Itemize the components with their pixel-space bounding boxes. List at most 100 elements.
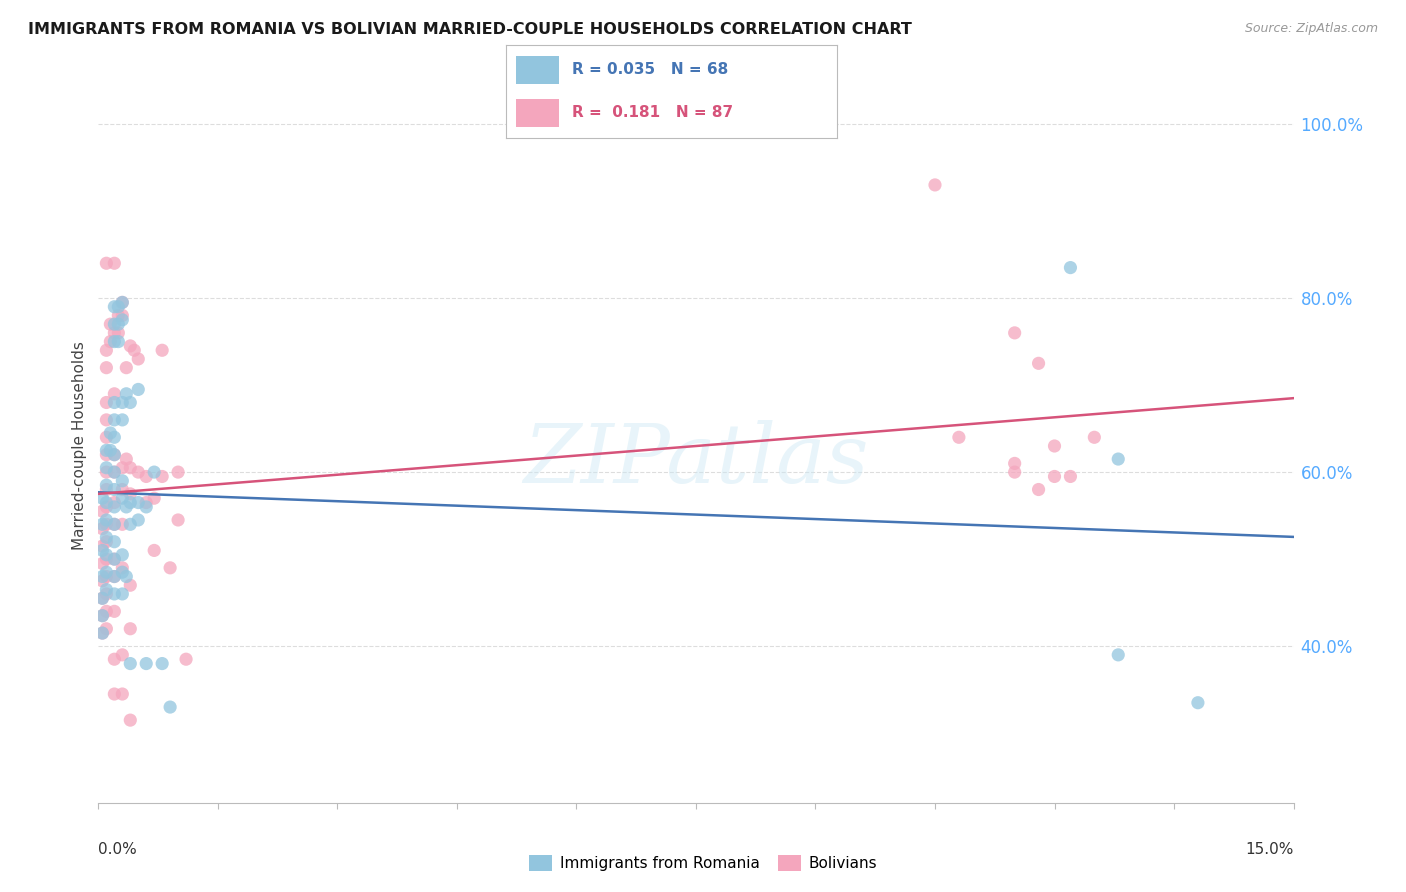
Point — [150, 657, 173, 671]
Point — [96, 587, 118, 601]
Point — [103, 534, 125, 549]
Point — [111, 395, 134, 409]
Point — [924, 178, 946, 192]
Point — [127, 495, 149, 509]
Point — [135, 657, 157, 671]
Point — [96, 500, 118, 514]
Point — [1107, 648, 1129, 662]
Point — [150, 343, 173, 358]
Point — [111, 517, 134, 532]
Point — [111, 491, 134, 506]
Point — [1083, 430, 1105, 444]
Point — [115, 569, 138, 583]
Point — [111, 565, 134, 579]
Point — [107, 334, 129, 349]
Point — [120, 495, 142, 509]
Point — [103, 495, 125, 509]
Point — [96, 256, 118, 270]
Point — [100, 443, 122, 458]
Point — [91, 504, 114, 518]
Point — [103, 395, 125, 409]
Text: 15.0%: 15.0% — [1246, 842, 1294, 857]
Point — [111, 687, 134, 701]
Point — [1059, 469, 1081, 483]
Point — [96, 360, 118, 375]
Point — [127, 383, 149, 397]
Point — [174, 652, 197, 666]
Point — [103, 448, 125, 462]
Point — [96, 448, 118, 462]
Text: R =  0.181   N = 87: R = 0.181 N = 87 — [572, 105, 734, 120]
Point — [120, 622, 142, 636]
Point — [96, 513, 118, 527]
Point — [111, 561, 134, 575]
Point — [127, 351, 149, 366]
Point — [103, 430, 125, 444]
Point — [127, 513, 149, 527]
Point — [96, 565, 118, 579]
Point — [103, 256, 125, 270]
Point — [111, 587, 134, 601]
Text: ZIPatlas: ZIPatlas — [523, 420, 869, 500]
Point — [103, 413, 125, 427]
Point — [96, 569, 118, 583]
Point — [111, 313, 134, 327]
Bar — [516, 56, 560, 84]
Point — [91, 539, 114, 553]
Point — [120, 713, 142, 727]
Point — [120, 578, 142, 592]
Point — [143, 465, 166, 479]
Point — [96, 530, 118, 544]
Text: 0.0%: 0.0% — [98, 842, 138, 857]
Point — [948, 430, 970, 444]
Point — [111, 483, 134, 497]
Point — [135, 469, 157, 483]
Point — [91, 491, 114, 506]
Point — [103, 465, 125, 479]
Point — [91, 543, 114, 558]
Point — [91, 517, 114, 532]
Point — [96, 517, 118, 532]
Point — [103, 500, 125, 514]
Point — [91, 591, 114, 606]
Point — [111, 474, 134, 488]
Point — [100, 425, 122, 440]
Point — [107, 326, 129, 340]
Point — [96, 604, 118, 618]
Text: IMMIGRANTS FROM ROMANIA VS BOLIVIAN MARRIED-COUPLE HOUSEHOLDS CORRELATION CHART: IMMIGRANTS FROM ROMANIA VS BOLIVIAN MARR… — [28, 22, 912, 37]
Point — [103, 687, 125, 701]
Point — [103, 300, 125, 314]
Point — [111, 648, 134, 662]
Point — [96, 548, 118, 562]
Point — [103, 552, 125, 566]
Point — [115, 386, 138, 401]
Point — [96, 622, 118, 636]
Point — [91, 574, 114, 588]
Point — [91, 608, 114, 623]
Point — [115, 360, 138, 375]
Point — [96, 552, 118, 566]
Point — [96, 395, 118, 409]
Point — [96, 534, 118, 549]
Point — [91, 522, 114, 536]
Point — [96, 478, 118, 492]
Point — [120, 395, 142, 409]
Point — [91, 569, 114, 583]
Point — [111, 460, 134, 475]
Point — [1004, 326, 1026, 340]
Point — [100, 334, 122, 349]
Point — [103, 587, 125, 601]
Point — [103, 465, 125, 479]
Point — [103, 569, 125, 583]
Point — [103, 386, 125, 401]
Text: R = 0.035   N = 68: R = 0.035 N = 68 — [572, 62, 728, 78]
Y-axis label: Married-couple Households: Married-couple Households — [72, 342, 87, 550]
Point — [1004, 457, 1026, 471]
Point — [124, 343, 146, 358]
Point — [1043, 469, 1066, 483]
Point — [1187, 696, 1209, 710]
Point — [1004, 465, 1026, 479]
Point — [96, 483, 118, 497]
Point — [96, 430, 118, 444]
Point — [103, 517, 125, 532]
